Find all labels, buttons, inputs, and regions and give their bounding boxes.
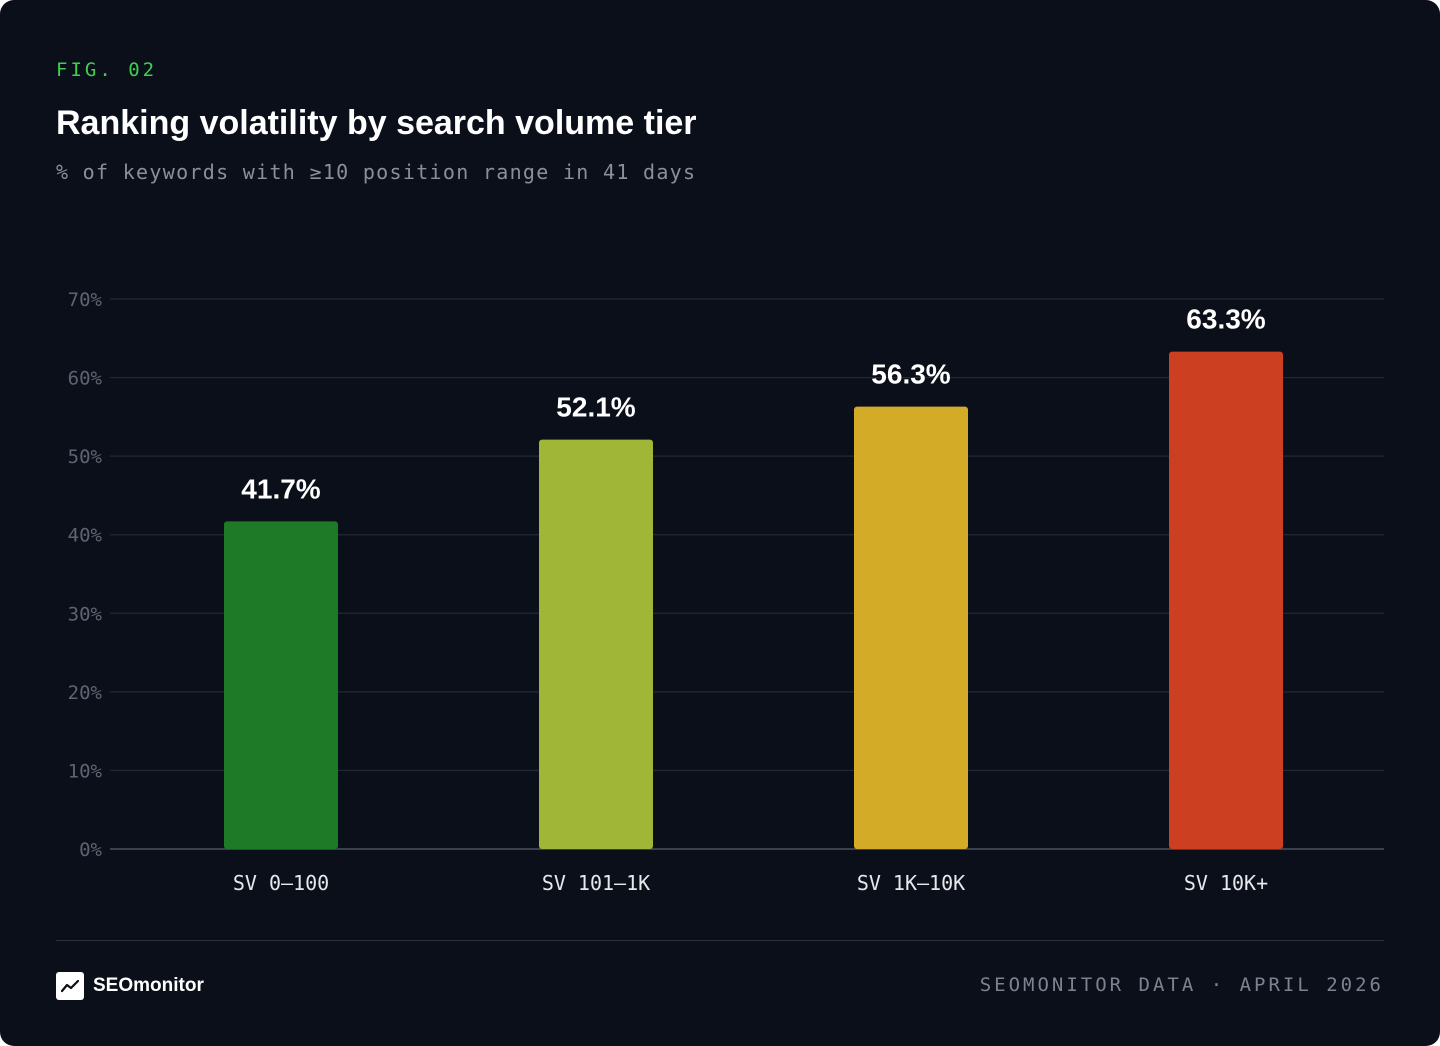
bar-chart: 0% 10% 20% 30% 40% 50% 60% 70% 41.7% SV 0–100 52.1… [68, 289, 1384, 895]
bar [854, 406, 968, 849]
y-tick-label: 0% [79, 839, 102, 861]
brand-name: SEOmonitor [93, 975, 204, 996]
x-tick-label: SV 101–1K [542, 871, 650, 895]
trend-line-icon [56, 972, 84, 1000]
y-tick-label: 50% [68, 446, 103, 468]
y-tick-label: 30% [68, 603, 103, 625]
data-label: 63.3% [1186, 304, 1265, 335]
bar [224, 521, 338, 849]
figure-label: FIG. 02 [56, 59, 158, 81]
x-tick-label: SV 1K–10K [857, 871, 965, 895]
data-label: 52.1% [556, 392, 635, 423]
brand: SEOmonitor [56, 972, 204, 1000]
bar [539, 439, 653, 849]
chart-subtitle: % of keywords with ≥10 position range in… [56, 160, 697, 184]
x-tick-label: SV 10K+ [1184, 871, 1268, 895]
source-note: SEOMONITOR DATA · APRIL 2026 [979, 974, 1384, 996]
data-label: 56.3% [871, 359, 950, 390]
y-tick-label: 60% [68, 368, 103, 390]
bar [1169, 351, 1283, 849]
y-tick-label: 20% [68, 682, 103, 704]
y-tick-label: 10% [68, 760, 103, 782]
chart-title: Ranking volatility by search volume tier [56, 104, 697, 142]
x-tick-label: SV 0–100 [233, 871, 329, 895]
y-tick-label: 70% [68, 289, 103, 311]
data-label: 41.7% [241, 473, 320, 504]
y-tick-label: 40% [68, 525, 103, 547]
footer-divider [56, 940, 1384, 941]
